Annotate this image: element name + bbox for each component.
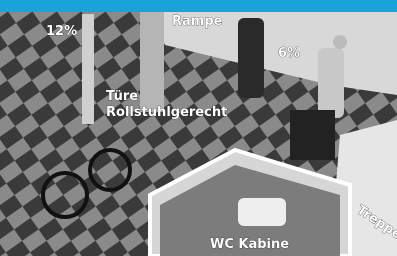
label: Rampe — [172, 14, 223, 29]
sink — [238, 198, 286, 226]
person-head — [333, 35, 347, 49]
label: Türe — [106, 89, 138, 104]
label: 12% — [46, 24, 77, 39]
top-bar — [0, 0, 397, 12]
label: WC Kabine — [210, 237, 289, 252]
label: Rollstuhlgerecht — [106, 105, 227, 120]
person — [318, 48, 344, 118]
door-post — [82, 14, 94, 124]
photo: 12% Rampe 6% Türe Rollstuhlgerecht WC Ka… — [0, 0, 397, 256]
door-panel — [140, 12, 164, 112]
person — [238, 18, 264, 98]
page: 12% Rampe 6% Türe Rollstuhlgerecht WC Ka… — [0, 0, 397, 256]
label: 6% — [278, 46, 300, 61]
wheelchair — [290, 110, 335, 160]
